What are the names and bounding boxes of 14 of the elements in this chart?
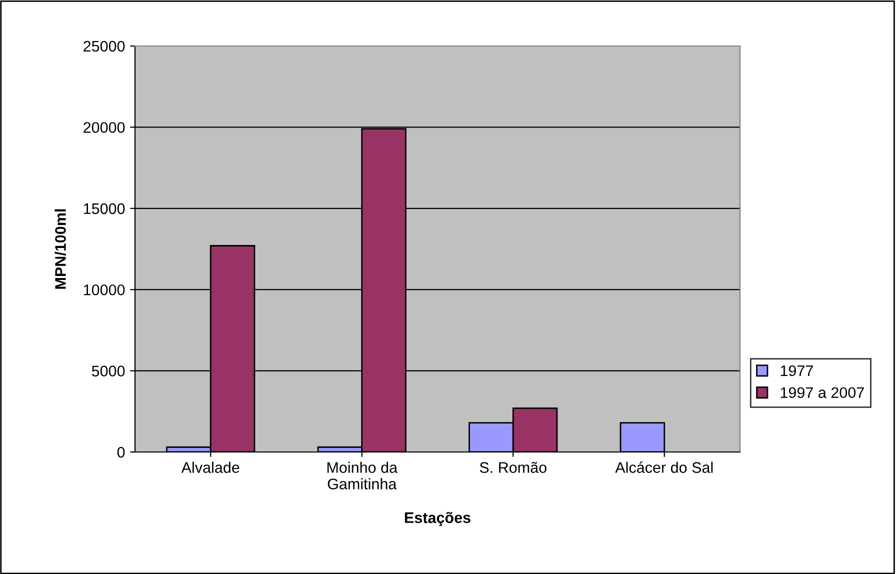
y-tick-label: 15000 [84,203,125,214]
x-axis-title: Estações [404,512,470,526]
legend-label: 1997 a 2007 [780,387,864,398]
x-tick-label: S. Romão [480,462,546,473]
y-tick-label: 0 [117,446,125,458]
legend-label: 1977 [780,365,813,376]
y-tick-label: 25000 [84,40,125,52]
x-tick-label: Moinho da Gamitinha [327,462,398,490]
y-tick-label: 20000 [84,122,125,133]
y-tick-label: 5000 [92,366,125,376]
x-tick-label: Alcácer do Sal [615,462,713,473]
y-tick-label: 10000 [84,284,125,296]
x-tick-label: Alvalade [181,462,240,473]
y-axis-title: MPN/100ml [54,209,66,289]
